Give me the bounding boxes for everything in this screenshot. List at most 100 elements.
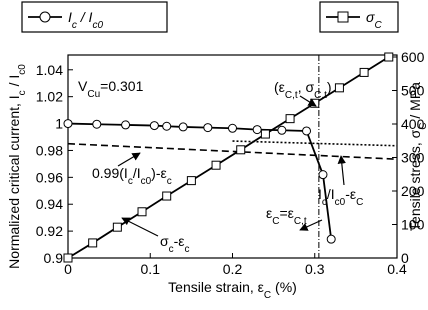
subscript: C: [374, 20, 382, 31]
x-tick-label: 0.1: [141, 261, 161, 277]
text-part: I: [318, 186, 322, 202]
marker-circle: [178, 122, 188, 132]
subscript: c0: [141, 176, 152, 187]
legend-label: σC: [366, 9, 382, 31]
subscript: C: [272, 216, 279, 227]
y2-tick-label: 500: [401, 83, 425, 99]
subscript: C: [264, 290, 271, 301]
marker-square: [186, 176, 196, 186]
y2-tick-label: 300: [401, 150, 425, 166]
marker-square: [359, 67, 369, 77]
subscript: Cu: [87, 89, 100, 100]
text-part: / MPa: [407, 82, 423, 123]
legend-marker: [39, 11, 51, 23]
text-part: =0.301: [100, 78, 143, 94]
subscript: c: [167, 176, 172, 187]
text-part: =ε: [279, 205, 293, 221]
y2-tick-label: 200: [401, 183, 425, 199]
marker-square: [211, 160, 221, 170]
x-tick-label: 0: [64, 261, 72, 277]
text-part: /I: [327, 186, 335, 202]
text-part: -ε: [345, 186, 356, 202]
y-tick-label: 0.94: [36, 196, 63, 212]
subscript: c: [322, 197, 327, 208]
marker-circle: [203, 123, 213, 133]
marker-square: [384, 52, 394, 62]
annotation-arrow: [121, 217, 159, 237]
marker-square: [236, 145, 246, 155]
marker-circle: [252, 125, 262, 135]
y2-axis-title: Tensile stress, σC / MPa: [407, 82, 428, 231]
y-tick-label: 1.04: [36, 62, 63, 78]
series-line: [67, 122, 333, 240]
annotation-arrow: [299, 95, 317, 107]
subscript: c0: [92, 20, 103, 31]
text-part: 0.99(I: [92, 165, 128, 181]
y2-tick-label: 100: [401, 217, 425, 233]
y-tick-label: 0.96: [36, 169, 63, 185]
y-tick-label: 1: [55, 116, 63, 132]
subscript: c: [185, 244, 190, 255]
marker-square: [63, 253, 73, 263]
subscript: c: [17, 90, 28, 95]
marker-square: [88, 238, 98, 248]
text-part: / I: [77, 9, 93, 25]
marker-circle: [228, 123, 237, 133]
subscript: c: [72, 20, 77, 31]
subscript: c0: [17, 64, 28, 75]
x-tick-label: 0.2: [223, 261, 243, 277]
y-tick-label: 0.9: [44, 250, 64, 266]
marker-circle: [162, 121, 172, 131]
subscript: C,t: [314, 90, 327, 101]
text-part: I: [68, 9, 72, 25]
annotation: 0.99(Ic/Ic0)-εc: [92, 165, 172, 187]
legend-label: Ic / Ic0: [68, 9, 103, 31]
text-part: (ε: [274, 79, 285, 95]
text-part: ε: [266, 205, 272, 221]
y-axis-title: Normalized critical current, Ic / Ic0: [6, 64, 28, 269]
x-tick-label: 0.3: [305, 261, 325, 277]
marker-square: [162, 191, 172, 201]
marker-circle: [63, 119, 73, 129]
marker-square: [112, 222, 122, 232]
x-axis-title: Tensile strain, εC (%): [168, 279, 297, 301]
marker-circle: [277, 125, 287, 135]
text-part: /I: [133, 165, 141, 181]
text-part: , σ: [298, 79, 315, 95]
y2-tick-label: 600: [401, 49, 425, 65]
marker-circle: [302, 126, 312, 136]
text-part: σ: [160, 233, 169, 249]
subscript: c0: [335, 197, 346, 208]
marker-circle: [92, 119, 102, 129]
text-part: Tensile strain, ε: [168, 279, 264, 295]
marker-square: [260, 129, 270, 139]
y-tick-label: 0.92: [36, 223, 63, 239]
reference-line: [67, 142, 398, 160]
marker-square: [285, 114, 295, 124]
y-tick-label: 0.98: [36, 142, 63, 158]
marker-square: [137, 207, 147, 217]
text-part: V: [78, 78, 88, 94]
annotation: σc-εc: [160, 233, 190, 255]
subscript: c: [169, 244, 174, 255]
marker-circle: [121, 120, 131, 130]
annotation: (εC,t, σC,t): [274, 79, 332, 101]
subscript: C,t: [294, 216, 307, 227]
subscript: C: [356, 197, 363, 208]
marker-circle: [149, 121, 159, 131]
y-tick-label: 1.02: [36, 89, 63, 105]
annotation: VCu=0.301: [78, 78, 144, 100]
y2-tick-label: 0: [401, 250, 409, 266]
legend-box: [21, 1, 168, 33]
text-part: / I: [6, 75, 22, 91]
annotation-arrow: [299, 219, 323, 231]
subscript: c: [128, 176, 133, 187]
marker-circle: [318, 170, 328, 180]
text-part: σ: [366, 9, 375, 25]
text-part: -ε: [174, 233, 185, 249]
annotation-arrow: [337, 155, 346, 186]
y2-tick-label: 400: [401, 116, 425, 132]
subscript: C,t: [285, 90, 298, 101]
annotation: Ic/Ic0-εC: [318, 186, 363, 208]
